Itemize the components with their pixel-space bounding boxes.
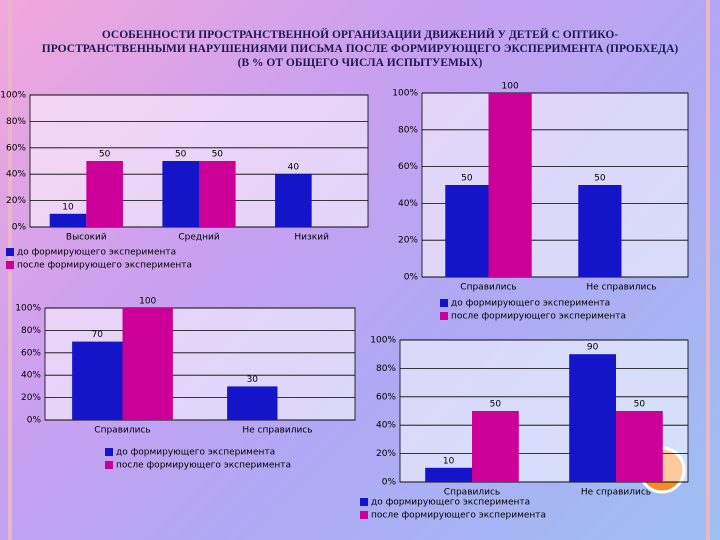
y-tick-label: 100% (370, 336, 396, 346)
x-tick-label: Низкий (294, 233, 329, 243)
legend-swatch (360, 511, 368, 519)
x-tick-label: Справились (460, 283, 516, 293)
y-tick-label: 60% (21, 348, 41, 358)
bar-value-label: 50 (99, 150, 111, 160)
y-tick-label: 80% (21, 326, 41, 336)
y-tick-label: 0% (27, 416, 42, 426)
bar (162, 161, 199, 227)
legend-label: после формирующего эксперимента (116, 461, 291, 471)
x-tick-label: Не справились (586, 283, 656, 293)
y-tick-label: 20% (6, 196, 26, 206)
bar-value-label: 10 (443, 456, 455, 466)
bar (472, 411, 519, 482)
bar (445, 185, 489, 277)
legend-swatch (440, 299, 448, 307)
y-tick-label: 40% (6, 170, 26, 180)
x-tick-label: Не справились (242, 426, 312, 436)
legend-swatch (440, 312, 448, 320)
y-tick-label: 60% (398, 162, 418, 172)
bar-value-label: 50 (212, 150, 224, 160)
bar (49, 213, 87, 227)
bar-value-label: 100 (502, 82, 519, 92)
title: ОСОБЕННОСТИ ПРОСТРАНСТВЕННОЙ ОРГАНИЗАЦИИ… (41, 29, 679, 55)
bar (86, 161, 123, 227)
frame-line (706, 0, 710, 540)
bar-value-label: 50 (175, 150, 187, 160)
bar-value-label: 100 (139, 297, 156, 307)
legend-swatch (6, 261, 14, 269)
y-tick-label: 60% (6, 143, 26, 153)
y-tick-label: 80% (398, 125, 418, 135)
legend-label: после формирующего эксперимента (371, 511, 546, 521)
bar (227, 386, 278, 420)
frame-line (8, 0, 12, 540)
y-tick-label: 100% (392, 89, 418, 99)
legend-swatch (105, 448, 113, 456)
y-tick-label: 0% (12, 223, 27, 233)
x-tick-label: Справились (444, 488, 500, 498)
y-tick-label: 80% (6, 117, 26, 127)
bar-value-label: 50 (490, 400, 502, 410)
bar-value-label: 40 (288, 163, 300, 173)
y-tick-label: 20% (21, 393, 41, 403)
y-tick-label: 20% (376, 449, 396, 459)
x-tick-label: Не справились (581, 488, 651, 498)
bar (275, 174, 312, 227)
y-tick-label: 40% (376, 421, 396, 431)
bar (569, 354, 616, 482)
bar (425, 467, 472, 482)
bar-value-label: 70 (92, 330, 104, 340)
bar-value-label: 90 (587, 343, 599, 353)
bar-value-label: 50 (461, 174, 473, 184)
y-tick-label: 100% (0, 91, 26, 101)
bar (616, 411, 663, 482)
x-tick-label: Средний (178, 233, 219, 243)
bar-value-label: 30 (247, 375, 259, 385)
legend-swatch (360, 498, 368, 506)
legend-swatch (6, 248, 14, 256)
y-tick-label: 20% (398, 236, 418, 246)
y-tick-label: 80% (376, 364, 396, 374)
bar (122, 308, 173, 420)
bar (72, 341, 123, 420)
x-tick-label: Высокий (66, 233, 107, 243)
bar (578, 185, 622, 277)
legend-label: до формирующего эксперимента (451, 299, 610, 309)
y-tick-label: 100% (15, 304, 41, 314)
x-tick-label: Справились (94, 426, 150, 436)
legend-label: до формирующего эксперимента (371, 498, 530, 508)
y-tick-label: 60% (376, 392, 396, 402)
bar-value-label: 10 (62, 202, 74, 212)
bar-value-label: 50 (594, 174, 606, 184)
legend-label: после формирующего эксперимента (451, 312, 626, 322)
y-tick-label: 40% (21, 371, 41, 381)
legend-swatch (105, 461, 113, 469)
legend-label: после формирующего эксперимента (17, 261, 192, 271)
bar (488, 93, 532, 277)
y-tick-label: 40% (398, 199, 418, 209)
bar (199, 161, 236, 227)
bar-value-label: 50 (634, 400, 646, 410)
title-block: ОСОБЕННОСТИ ПРОСТРАНСТВЕННОЙ ОРГАНИЗАЦИИ… (30, 28, 690, 70)
legend-label: до формирующего эксперимента (116, 448, 275, 458)
y-tick-label: 0% (404, 273, 419, 283)
legend-label: до формирующего эксперимента (17, 248, 176, 258)
subtitle: (В % ОТ ОБЩЕГО ЧИСЛА ИСПЫТУЕМЫХ) (237, 57, 483, 69)
y-tick-label: 0% (382, 478, 397, 488)
